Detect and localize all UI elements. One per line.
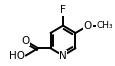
- Text: CH₃: CH₃: [95, 21, 112, 30]
- Text: O: O: [21, 36, 30, 46]
- Text: F: F: [60, 5, 65, 15]
- Text: HO: HO: [9, 51, 24, 61]
- Text: O: O: [83, 21, 91, 31]
- Text: N: N: [59, 51, 66, 61]
